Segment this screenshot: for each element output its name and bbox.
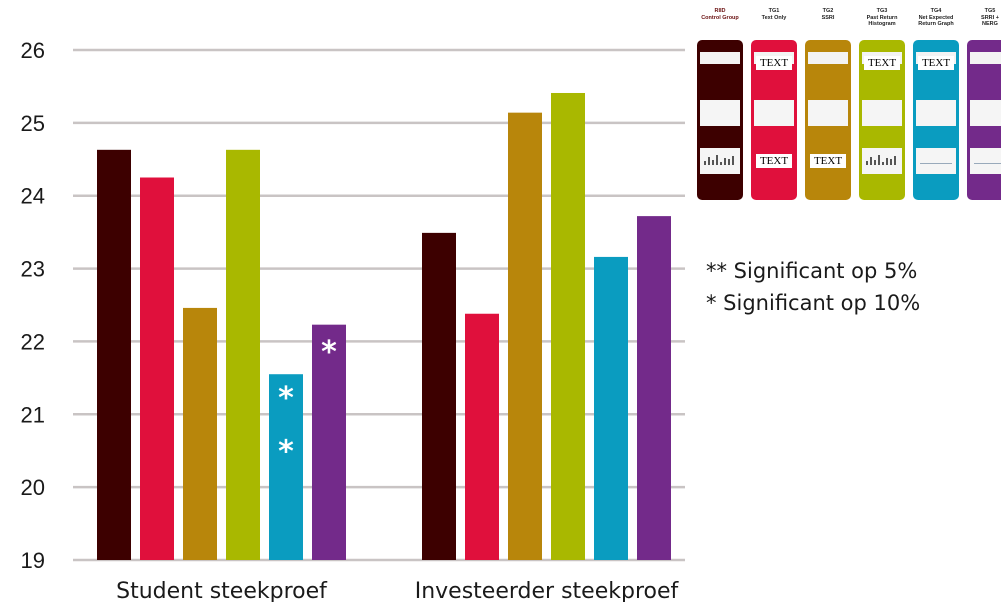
card-info-box <box>808 100 848 126</box>
x-axis-categories: Student steekproef Investeerder steekproe… <box>116 579 679 602</box>
card-text-box: TEXT <box>918 56 954 70</box>
legend-card: TEXT <box>859 40 905 200</box>
y-tick-label: 25 <box>21 111 45 136</box>
y-tick-label: 19 <box>21 548 45 573</box>
legend-card <box>967 40 1001 200</box>
bars <box>97 92 671 561</box>
treatment-legend: RIID Control Group TG1 Text Only TEXT TEXT T… <box>697 8 1001 208</box>
legend-item-heading: TG4 Net Expected Return Graph <box>918 8 954 27</box>
significance-star: * <box>321 335 337 370</box>
bar <box>97 149 131 561</box>
legend-item-heading: TG1 Text Only <box>761 8 787 21</box>
y-axis-ticks: 19 20 21 22 23 24 25 26 <box>21 38 45 573</box>
legend-item-heading: TG5 SRRI + NERG <box>981 8 999 27</box>
x-category-label: Investeerder steekproef <box>415 579 680 602</box>
card-graph <box>700 148 740 174</box>
card-info-box <box>916 100 956 126</box>
bar <box>637 216 671 560</box>
y-tick-label: 21 <box>21 402 45 427</box>
card-header-strip <box>970 52 1001 64</box>
legend-card: TEXT <box>805 40 851 200</box>
y-tick-label: 26 <box>21 38 45 63</box>
x-category-label: Student steekproef <box>116 579 328 602</box>
legend-item: RIID Control Group <box>697 8 743 200</box>
card-info-box <box>862 100 902 126</box>
legend-item: TG2 SSRI TEXT <box>805 8 851 200</box>
significance-markers: * * * <box>278 335 337 469</box>
card-text-box: TEXT <box>810 154 846 168</box>
card-header-strip <box>700 52 740 64</box>
y-tick-label: 22 <box>21 329 45 354</box>
bar <box>508 112 542 561</box>
y-tick-label: 24 <box>21 184 45 209</box>
bar <box>465 313 499 560</box>
bar <box>226 149 260 561</box>
card-text-box: TEXT <box>756 154 792 168</box>
card-graph <box>970 148 1001 174</box>
bar <box>312 324 346 560</box>
card-header-strip <box>808 52 848 64</box>
card-text-box: TEXT <box>864 56 900 70</box>
legend-item-heading: TG2 SSRI <box>821 8 835 21</box>
y-tick-label: 23 <box>21 257 45 282</box>
legend-item-heading: RIID Control Group <box>701 8 739 21</box>
legend-card <box>697 40 743 200</box>
legend-item: TG3 Past Return Histogram TEXT <box>859 8 905 200</box>
legend-item: TG4 Net Expected Return Graph TEXT <box>913 8 959 200</box>
legend-item: TG5 SRRI + NERG <box>967 8 1001 200</box>
legend-item-heading: TG3 Past Return Histogram <box>866 8 898 27</box>
note-10pct: * Significant op 10% <box>706 291 921 315</box>
bar <box>269 374 303 560</box>
card-text-box: TEXT <box>756 56 792 70</box>
y-tick-label: 20 <box>21 475 45 500</box>
significance-star: * <box>278 381 294 416</box>
card-graph <box>862 148 902 174</box>
legend-card: TEXT <box>913 40 959 200</box>
card-graph <box>916 148 956 174</box>
bar <box>594 256 628 560</box>
bar <box>551 92 585 560</box>
bar <box>422 232 456 560</box>
card-info-box <box>754 100 794 126</box>
card-info-box <box>970 100 1001 126</box>
gridlines <box>73 48 685 562</box>
bar <box>183 307 217 560</box>
note-5pct: ** Significant op 5% <box>706 259 918 283</box>
significance-notes: ** Significant op 5% * Significant op 10… <box>706 255 920 319</box>
significance-star: * <box>278 434 294 469</box>
legend-card: TEXT TEXT <box>751 40 797 200</box>
bar <box>140 177 174 560</box>
legend-item: TG1 Text Only TEXT TEXT <box>751 8 797 200</box>
card-info-box <box>700 100 740 126</box>
